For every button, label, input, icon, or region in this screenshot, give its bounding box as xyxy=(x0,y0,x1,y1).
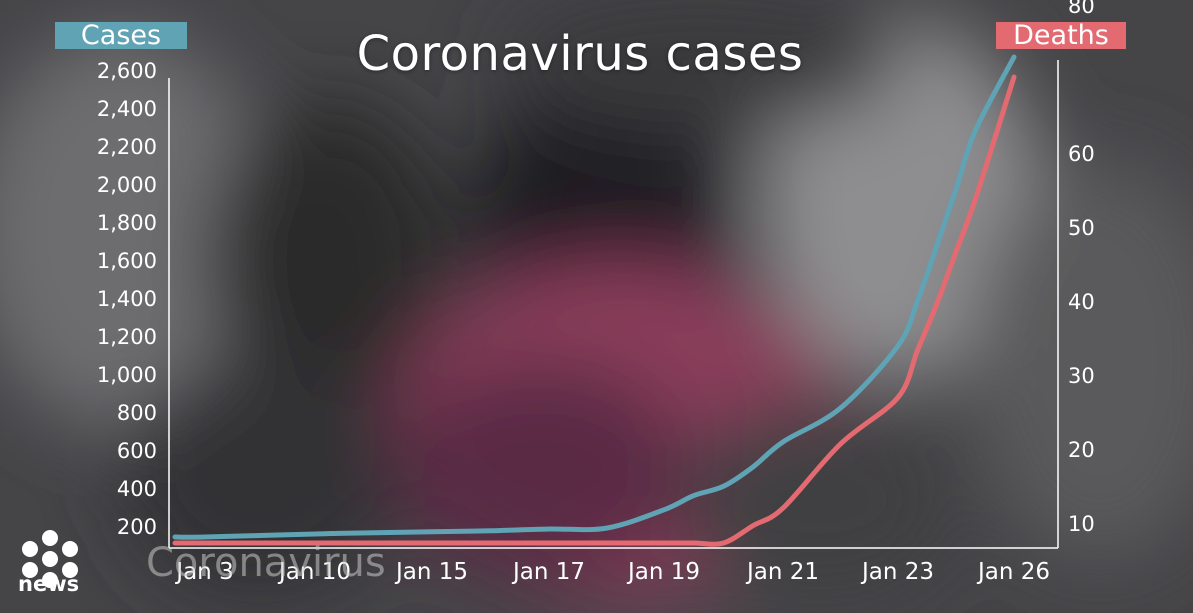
x-tick-label: Jan 10 xyxy=(277,559,351,585)
left-tick-label: 200 xyxy=(117,515,157,539)
right-tick-label: 40 xyxy=(1068,290,1095,314)
deaths-series-line xyxy=(172,74,1017,547)
x-tick-label: Jan 26 xyxy=(976,559,1050,585)
right-tick-label: 80 xyxy=(1068,0,1095,18)
watermark-text: Coronavirus xyxy=(146,540,386,586)
left-axis-ticks: 200 400 600 800 1,000 1,200 1,400 1,600 1,800 2,0… xyxy=(97,59,157,539)
network-logo-word: news xyxy=(18,572,80,596)
x-tick-label: Jan 23 xyxy=(860,559,934,585)
x-axis-ticks: Jan 3 Jan 10 Jan 15 Jan 17 Jan 19 Jan 21 Jan 2… xyxy=(174,559,1050,585)
left-tick-label: 2,600 xyxy=(97,59,157,83)
left-tick-label: 800 xyxy=(117,401,157,425)
left-tick-label: 400 xyxy=(117,477,157,501)
deaths-legend-tag: Deaths xyxy=(996,22,1126,49)
x-tick-label: Jan 19 xyxy=(626,559,700,585)
right-tick-label: 60 xyxy=(1068,142,1095,166)
right-tick-label: 20 xyxy=(1068,438,1095,462)
left-tick-label: 1,800 xyxy=(97,211,157,235)
x-tick-label: Jan 17 xyxy=(511,559,585,585)
right-tick-label: 30 xyxy=(1068,364,1095,388)
series-layer xyxy=(172,54,1017,547)
right-tick-label: 50 xyxy=(1068,216,1095,240)
left-tick-label: 2,000 xyxy=(97,173,157,197)
left-tick-label: 1,000 xyxy=(97,363,157,387)
left-tick-label: 2,400 xyxy=(97,97,157,121)
cases-legend-tag: Cases xyxy=(55,22,187,49)
right-axis-ticks: 10 20 30 40 50 60 80 xyxy=(1068,0,1095,536)
left-tick-label: 1,200 xyxy=(97,325,157,349)
x-tick-label: Jan 21 xyxy=(745,559,819,585)
x-tick-label: Jan 3 xyxy=(174,559,233,585)
left-tick-label: 2,200 xyxy=(97,135,157,159)
x-tick-label: Jan 15 xyxy=(394,559,468,585)
left-tick-label: 1,600 xyxy=(97,249,157,273)
left-tick-label: 1,400 xyxy=(97,287,157,311)
right-tick-label: 10 xyxy=(1068,512,1095,536)
network-logo-icon xyxy=(22,530,78,588)
left-tick-label: 600 xyxy=(117,439,157,463)
cases-series-line xyxy=(172,54,1017,540)
chart-title: Coronavirus cases xyxy=(356,26,804,82)
